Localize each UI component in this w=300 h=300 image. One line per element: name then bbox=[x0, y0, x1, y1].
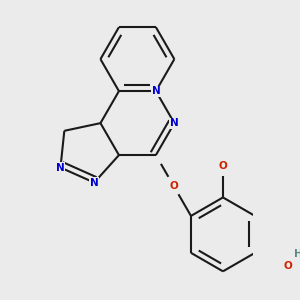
Text: N: N bbox=[90, 178, 99, 188]
Text: O: O bbox=[284, 261, 292, 271]
Text: H: H bbox=[294, 249, 300, 260]
Text: O: O bbox=[169, 181, 178, 190]
Text: N: N bbox=[170, 118, 179, 128]
Text: N: N bbox=[152, 86, 160, 96]
Text: N: N bbox=[56, 163, 65, 172]
Text: O: O bbox=[219, 161, 227, 171]
